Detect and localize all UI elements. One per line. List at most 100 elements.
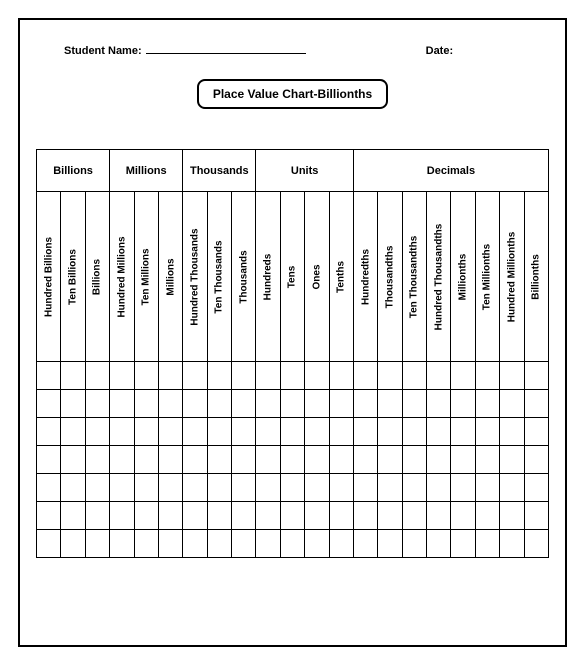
data-cell[interactable] [37,390,61,418]
data-cell[interactable] [134,474,158,502]
data-cell[interactable] [158,418,182,446]
data-cell[interactable] [427,362,451,390]
data-cell[interactable] [207,502,231,530]
data-cell[interactable] [61,502,85,530]
data-cell[interactable] [232,502,256,530]
data-cell[interactable] [305,474,329,502]
data-cell[interactable] [500,474,524,502]
data-cell[interactable] [85,474,109,502]
data-cell[interactable] [402,502,426,530]
data-cell[interactable] [500,530,524,558]
data-cell[interactable] [256,446,280,474]
data-cell[interactable] [524,474,549,502]
data-cell[interactable] [353,502,377,530]
data-cell[interactable] [305,446,329,474]
data-cell[interactable] [256,474,280,502]
data-cell[interactable] [232,530,256,558]
data-cell[interactable] [378,502,402,530]
data-cell[interactable] [134,362,158,390]
data-cell[interactable] [451,446,475,474]
data-cell[interactable] [207,530,231,558]
data-cell[interactable] [85,418,109,446]
data-cell[interactable] [232,390,256,418]
data-cell[interactable] [37,530,61,558]
data-cell[interactable] [61,474,85,502]
data-cell[interactable] [37,362,61,390]
data-cell[interactable] [280,446,304,474]
data-cell[interactable] [378,446,402,474]
data-cell[interactable] [451,418,475,446]
data-cell[interactable] [134,446,158,474]
data-cell[interactable] [37,418,61,446]
data-cell[interactable] [524,418,549,446]
data-cell[interactable] [378,390,402,418]
data-cell[interactable] [378,530,402,558]
data-cell[interactable] [524,390,549,418]
data-cell[interactable] [329,362,353,390]
data-cell[interactable] [402,362,426,390]
data-cell[interactable] [280,362,304,390]
data-cell[interactable] [524,502,549,530]
data-cell[interactable] [61,362,85,390]
data-cell[interactable] [402,390,426,418]
data-cell[interactable] [475,502,499,530]
data-cell[interactable] [207,446,231,474]
data-cell[interactable] [134,418,158,446]
data-cell[interactable] [451,474,475,502]
data-cell[interactable] [232,446,256,474]
data-cell[interactable] [427,474,451,502]
data-cell[interactable] [475,474,499,502]
data-cell[interactable] [427,390,451,418]
data-cell[interactable] [402,446,426,474]
data-cell[interactable] [110,474,134,502]
data-cell[interactable] [256,418,280,446]
data-cell[interactable] [280,502,304,530]
data-cell[interactable] [329,502,353,530]
data-cell[interactable] [183,474,207,502]
data-cell[interactable] [402,474,426,502]
data-cell[interactable] [451,362,475,390]
data-cell[interactable] [500,390,524,418]
data-cell[interactable] [85,390,109,418]
data-cell[interactable] [353,530,377,558]
data-cell[interactable] [61,390,85,418]
data-cell[interactable] [183,446,207,474]
data-cell[interactable] [207,418,231,446]
data-cell[interactable] [85,362,109,390]
data-cell[interactable] [475,418,499,446]
data-cell[interactable] [353,418,377,446]
data-cell[interactable] [329,390,353,418]
data-cell[interactable] [232,418,256,446]
data-cell[interactable] [134,390,158,418]
data-cell[interactable] [158,446,182,474]
data-cell[interactable] [158,530,182,558]
data-cell[interactable] [110,418,134,446]
data-cell[interactable] [475,446,499,474]
data-cell[interactable] [427,446,451,474]
data-cell[interactable] [183,502,207,530]
data-cell[interactable] [329,446,353,474]
data-cell[interactable] [305,530,329,558]
data-cell[interactable] [232,474,256,502]
data-cell[interactable] [158,362,182,390]
data-cell[interactable] [207,474,231,502]
data-cell[interactable] [353,390,377,418]
data-cell[interactable] [183,390,207,418]
data-cell[interactable] [378,362,402,390]
data-cell[interactable] [305,418,329,446]
data-cell[interactable] [280,530,304,558]
data-cell[interactable] [85,446,109,474]
data-cell[interactable] [183,362,207,390]
data-cell[interactable] [500,418,524,446]
data-cell[interactable] [475,530,499,558]
data-cell[interactable] [207,390,231,418]
data-cell[interactable] [280,390,304,418]
data-cell[interactable] [524,530,549,558]
data-cell[interactable] [134,530,158,558]
data-cell[interactable] [110,446,134,474]
data-cell[interactable] [37,502,61,530]
data-cell[interactable] [183,530,207,558]
data-cell[interactable] [158,390,182,418]
data-cell[interactable] [37,446,61,474]
data-cell[interactable] [256,530,280,558]
